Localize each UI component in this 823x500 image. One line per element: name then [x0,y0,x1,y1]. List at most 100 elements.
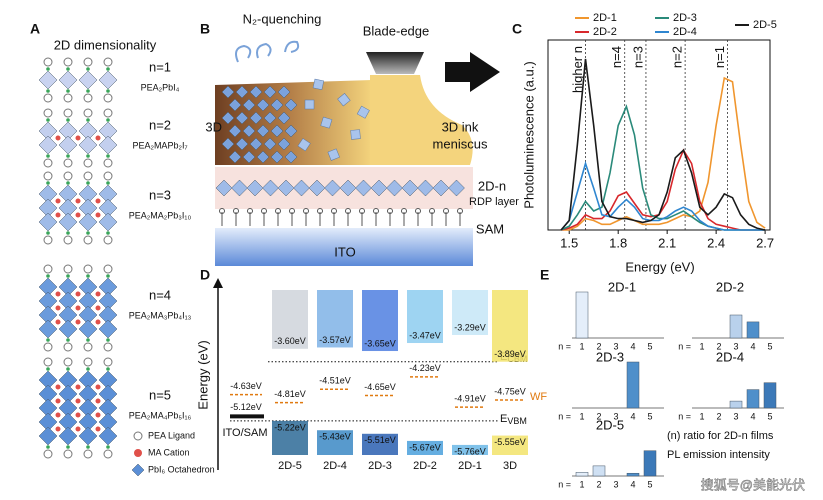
crystal [337,93,351,107]
octahedron [78,135,98,155]
ligand [103,357,113,367]
octahedron [228,124,242,138]
wf-label: -4.65eV [364,382,396,392]
panel-letter: A [30,21,40,37]
x-tick-label: 2 [716,341,721,351]
sam-head [275,208,281,214]
level-label: -3.89eV [494,349,526,359]
wf-label: -4.51eV [319,376,351,386]
ligand-n [106,274,110,278]
ligand-n [66,118,70,122]
ma-cation [55,135,61,141]
octahedron [277,111,291,125]
ma-cation [55,384,61,390]
ligand [63,108,73,118]
octahedron [256,124,270,138]
chart-title: 2D-5 [596,417,624,432]
x-tick-label: 4 [630,341,635,351]
ligand [43,108,53,118]
x-tick-label: 4 [750,341,755,351]
ligand-n [46,338,50,342]
ma-cation [55,291,61,297]
octahedron [270,98,284,112]
ligand [103,93,113,103]
ma-cation [95,198,101,204]
ligand [103,108,113,118]
crystal [297,138,311,152]
arrow [445,52,500,92]
axis-prefix: n = [678,411,691,421]
axis-prefix: n = [558,479,571,489]
ma-cation [95,426,101,432]
octahedron [339,179,357,197]
axis-prefix: n = [558,341,571,351]
x-tick-label: 1 [699,411,704,421]
octahedron [263,111,277,125]
x-tick-label: 4 [750,411,755,421]
x-tick-label: 1.8 [609,235,627,250]
gas-swirl [235,40,300,63]
column-label: 2D-5 [278,460,302,472]
label: Blade-edge [363,23,430,38]
octahedron [448,179,465,197]
ligand-n [106,154,110,158]
pl-curve [560,148,766,231]
sam-head [303,208,309,214]
sam-head [415,208,421,214]
ligand [63,93,73,103]
ligand-n [66,274,70,278]
ligand [63,357,73,367]
level-label: -5.43eV [319,432,351,442]
y-axis-label: Photoluminescence (a.u.) [521,61,536,208]
row-n: n=1 [149,59,171,74]
x-tick-label: 3 [613,479,618,489]
annotation: n=4 [609,46,624,68]
octahedron [228,150,242,164]
octahedron [38,212,58,232]
ligand-n [66,367,70,371]
ligand [63,171,73,181]
vbm-box [317,430,353,455]
octahedron [293,179,310,197]
label: RDP layer [469,196,519,208]
level-label: -5.12eV [230,402,262,412]
octahedron [355,179,372,197]
wf-label: -4.81eV [274,389,306,399]
ligand [63,342,73,352]
ligand-n [66,181,70,185]
cbm-box [362,290,398,352]
octahedron [246,179,264,197]
level-label: -3.57eV [319,335,351,345]
octahedron [242,98,256,112]
vbm-box [362,433,398,455]
x-tick-label: 2 [596,479,601,489]
sam-head [429,208,435,214]
octahedron [249,111,263,125]
bar [575,291,589,339]
octahedron [38,135,58,155]
bar [729,400,743,409]
ligand-n [66,67,70,71]
sam-head [247,208,253,214]
label: SAM [476,221,504,236]
ma-cation [75,291,81,297]
ligand [83,342,93,352]
octahedron [58,70,78,90]
label: N₂-quenching [243,11,322,26]
x-axis-label: Energy (eV) [625,259,694,274]
ligand-n [86,274,90,278]
sam-head [289,208,295,214]
octahedron [98,135,118,155]
label: VBM [507,416,527,426]
octahedron [228,98,242,112]
x-tick-label: 2.1 [658,235,676,250]
chart-title: 2D-2 [716,279,744,294]
label: 3D ink [442,119,479,134]
ligand-n [46,274,50,278]
x-tick-label: 2.7 [756,235,774,250]
x-tick-label: 5 [647,341,652,351]
cbm-box [452,290,488,335]
row-n: n=2 [149,117,171,132]
x-tick-label: 2 [596,411,601,421]
sam-head [373,208,379,214]
